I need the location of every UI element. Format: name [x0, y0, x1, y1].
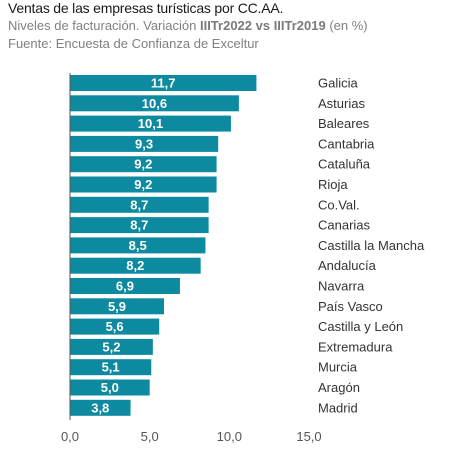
bar-value-label-11: 5,9	[108, 299, 126, 314]
bar-value-label-2: 10,1	[138, 116, 163, 131]
bar-13	[70, 338, 153, 355]
category-label-11: País Vasco	[318, 299, 383, 314]
bar-4	[70, 156, 217, 173]
bar-2	[70, 115, 231, 132]
bar-10	[70, 278, 180, 294]
category-label-14: Murcia	[318, 360, 358, 375]
bar-value-label-8: 8,5	[129, 238, 147, 253]
category-label-4: Cataluña	[318, 157, 371, 172]
subtitle-period: IIITr2022 vs IIITr2019	[199, 18, 326, 33]
bar-value-label-9: 8,2	[126, 258, 144, 273]
bar-value-label-6: 8,7	[130, 197, 148, 212]
bar-value-label-10: 6,9	[116, 279, 134, 294]
bar-value-label-16: 3,8	[91, 400, 109, 415]
category-label-16: Madrid	[318, 400, 358, 415]
bar-value-label-7: 8,7	[130, 218, 148, 233]
subtitle-prefix: Niveles de facturación. Variación	[8, 18, 200, 33]
x-tick-label-1: 5,0	[141, 429, 159, 444]
chart-subtitle: Niveles de facturación. Variación IIITr2…	[8, 18, 368, 33]
bar-11	[70, 298, 165, 315]
bar-value-label-12: 5,6	[106, 319, 124, 334]
bar-1	[70, 95, 239, 112]
category-label-12: Castilla y León	[318, 319, 403, 334]
category-label-8: Castilla la Mancha	[318, 238, 425, 253]
bar-12	[70, 318, 160, 335]
x-tick-label-2: 10,0	[217, 429, 242, 444]
category-label-0: Galicia	[318, 76, 359, 91]
category-label-2: Baleares	[318, 116, 370, 131]
category-label-9: Andalucía	[318, 258, 377, 273]
category-label-6: Co.Val.	[318, 197, 360, 212]
category-label-7: Canarias	[318, 218, 371, 233]
chart-title: Ventas de las empresas turísticas por CC…	[8, 0, 284, 16]
bar-8	[70, 237, 206, 254]
bar-6	[70, 196, 209, 213]
x-tick-label-3: 15,0	[296, 429, 321, 444]
bar-value-label-15: 5,0	[101, 380, 119, 395]
bar-15	[70, 379, 150, 396]
bar-value-label-14: 5,1	[102, 360, 120, 375]
bar-value-label-3: 9,3	[135, 136, 153, 151]
bar-value-label-4: 9,2	[134, 157, 152, 172]
subtitle-suffix: (en %)	[325, 18, 368, 33]
x-tick-label-0: 0,0	[61, 429, 79, 444]
bar-3	[70, 135, 219, 152]
category-label-10: Navarra	[318, 279, 365, 294]
bar-value-label-5: 9,2	[134, 177, 152, 192]
bar-14	[70, 359, 152, 376]
bar-7	[70, 217, 209, 234]
chart-source: Fuente: Encuesta de Confianza de Exceltu…	[8, 36, 259, 51]
bar-9	[70, 257, 201, 274]
category-label-15: Aragón	[318, 380, 360, 395]
category-label-5: Rioja	[318, 177, 348, 192]
category-label-1: Asturias	[318, 96, 365, 111]
bar-5	[70, 176, 217, 193]
category-label-13: Extremadura	[318, 339, 393, 354]
bar-16	[70, 399, 131, 416]
bar-value-label-13: 5,2	[102, 339, 120, 354]
bar-value-label-0: 11,7	[151, 76, 176, 91]
category-label-3: Cantabria	[318, 136, 375, 151]
bar-0	[70, 75, 257, 91]
bar-value-label-1: 10,6	[142, 96, 167, 111]
